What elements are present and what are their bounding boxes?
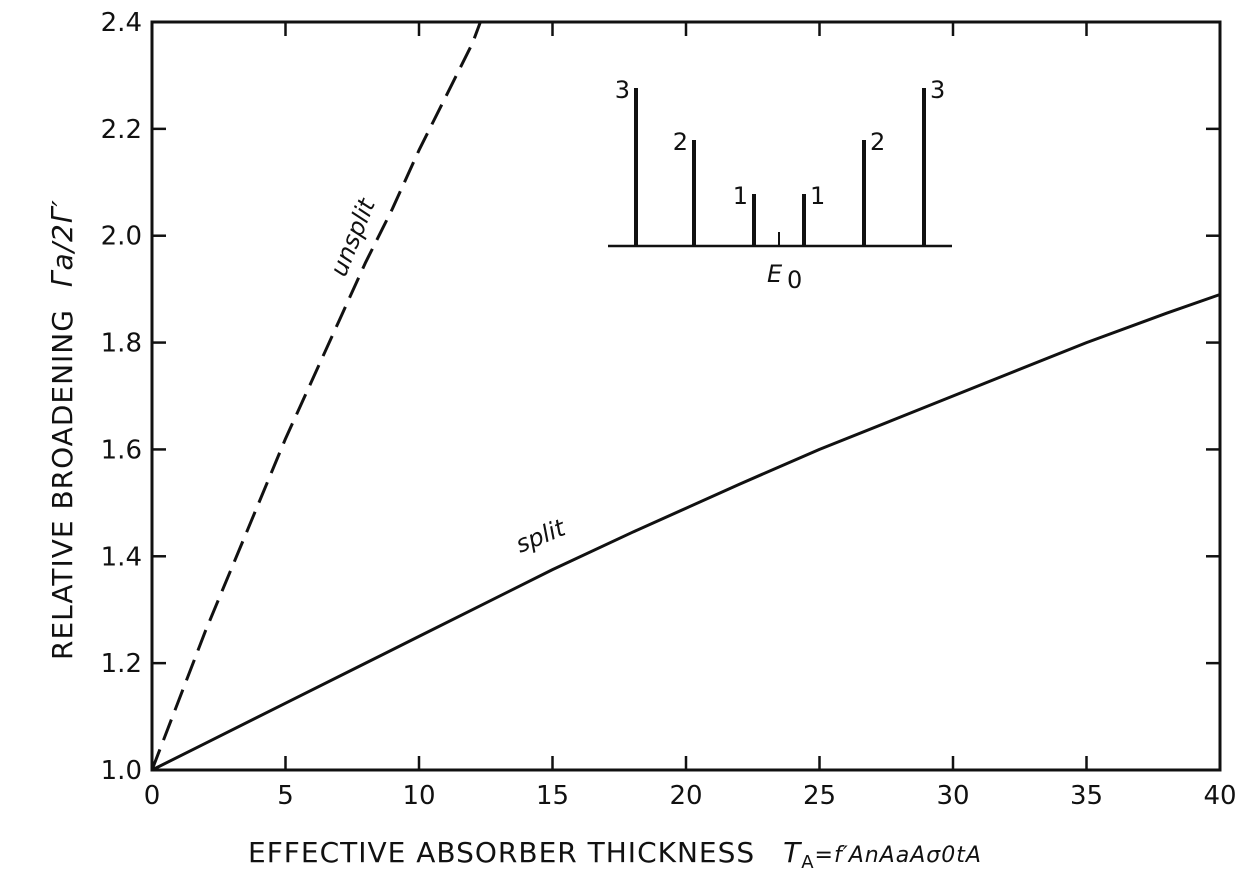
y-tick-label: 1.8: [101, 329, 142, 359]
y-tick-label: 1.2: [101, 649, 142, 679]
y-tick-label: 1.4: [101, 542, 142, 572]
x-axis-symbol: T: [783, 836, 802, 869]
ticks: 0 5 10 15 20 25 30 35 401.01.21.41.61.82.02.22.4: [101, 8, 1237, 811]
inset-line-label: 3: [615, 76, 630, 104]
inset-diagram: 3 2 1 1 2 3 E 0: [608, 76, 952, 294]
x-axis-symbol-sub: A: [801, 852, 814, 873]
inset-line-label: 2: [673, 128, 688, 156]
y-tick-label: 2.4: [101, 8, 142, 38]
x-tick-label: 25: [803, 781, 836, 811]
inset-center-label-sub: 0: [787, 266, 802, 294]
x-tick-label: 5: [277, 781, 294, 811]
y-axis-symbol: Γa/2Γ′: [46, 199, 79, 287]
inset-line-label: 1: [810, 182, 825, 210]
split-label: split: [512, 513, 571, 558]
x-tick-label: 0: [144, 781, 161, 811]
y-tick-label: 2.2: [101, 115, 142, 145]
series-group: [150, 21, 1221, 772]
y-axis-title: RELATIVE BROADENING Γa/2Γ′: [46, 199, 79, 660]
series-line-split: [151, 293, 1221, 772]
inset-line-label: 2: [870, 128, 885, 156]
x-tick-label: 30: [936, 781, 969, 811]
inset-line-label: 3: [930, 76, 945, 104]
y-tick-label: 2.0: [101, 222, 142, 252]
y-tick-label: 1.0: [101, 756, 142, 786]
y-tick-label: 1.6: [101, 435, 142, 465]
x-tick-label: 10: [402, 781, 435, 811]
x-tick-label: 35: [1070, 781, 1103, 811]
y-axis-title-text: RELATIVE BROADENING: [46, 309, 79, 660]
series-line-unsplit: [150, 21, 482, 771]
x-axis-title: EFFECTIVE ABSORBER THICKNESS TA=f′AnAaAσ…: [248, 836, 982, 873]
x-tick-label: 20: [669, 781, 702, 811]
unsplit-label: unsplit: [325, 193, 382, 280]
x-tick-label: 40: [1203, 781, 1236, 811]
x-tick-label: 15: [536, 781, 569, 811]
inset-center-label: E: [767, 260, 783, 288]
inset-line-label: 1: [733, 182, 748, 210]
x-axis-formula: =f′AnAaAσ0tA: [815, 843, 982, 868]
x-axis-title-text: EFFECTIVE ABSORBER THICKNESS: [248, 836, 755, 869]
